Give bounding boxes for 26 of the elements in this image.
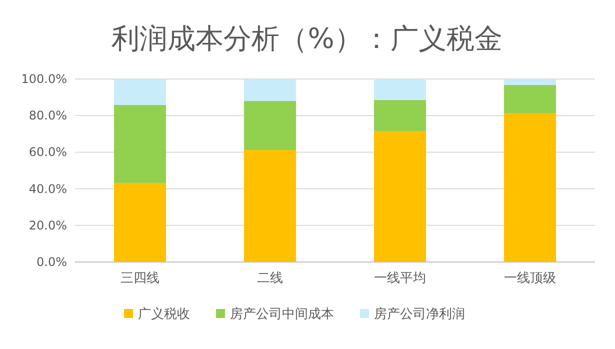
y-tick-label: 60.0% [28,145,67,160]
x-tick-label: 三四线 [120,271,160,286]
bar [504,113,556,262]
bar [374,100,426,131]
x-tick-label: 一线顶级 [504,271,556,286]
bar [114,182,166,262]
bar [504,79,556,86]
x-tick-label: 一线平均 [374,271,426,286]
chart-title: 利润成本分析（%）：广义税金 [112,22,502,55]
y-tick-label: 100.0% [21,72,67,86]
y-tick-label: 20.0% [28,218,67,232]
bar [244,79,296,101]
bar [374,130,426,262]
bar [244,150,296,262]
bar [374,79,426,100]
legend-label: 房产公司净利润 [374,306,465,322]
x-tick-label: 二线 [257,271,283,286]
bar [244,100,296,150]
legend-label: 广义税收 [138,307,190,322]
bar [114,104,166,183]
y-tick-label: 40.0% [28,182,67,196]
bar [504,85,556,114]
y-tick-label: 80.0% [28,108,67,123]
y-tick-label: 0.0% [36,255,67,269]
bar [114,79,166,105]
legend-label: 房产公司中间成本 [230,306,334,322]
